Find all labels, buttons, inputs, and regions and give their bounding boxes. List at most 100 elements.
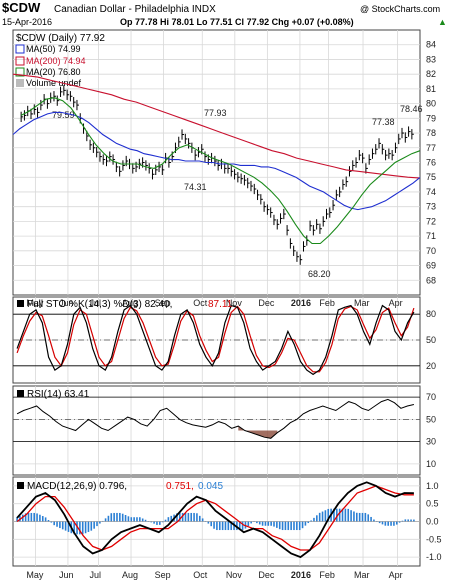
y-tick-label: 75: [426, 172, 436, 182]
y-tick-label: 80: [426, 309, 436, 319]
macd-histogram-bar: [24, 513, 27, 522]
macd-histogram-bar: [404, 519, 407, 522]
macd-histogram-bar: [344, 508, 347, 522]
x-tick-label: Feb: [319, 570, 335, 580]
x-tick-label: May: [26, 570, 44, 580]
macd-histogram-bar: [398, 521, 401, 523]
x-tick-label: Feb: [319, 298, 335, 308]
macd-histogram-bar: [296, 521, 298, 531]
x-tick-label: May: [26, 298, 44, 308]
macd-histogram-bar: [67, 521, 70, 532]
legend-ma20: MA(20) 76.80: [26, 67, 81, 77]
x-tick-label: Sep: [155, 570, 171, 580]
macd-histogram-bar: [39, 514, 41, 522]
macd-histogram-bar: [284, 521, 287, 531]
macd-histogram-bar: [16, 517, 18, 522]
macd-series-layer: [13, 481, 420, 559]
macd-histogram-bar: [258, 521, 261, 525]
macd-histogram-bar: [187, 512, 190, 522]
macd-histogram-bar: [287, 521, 290, 531]
y-tick-label: 0.0: [426, 517, 439, 527]
macd-histogram-bar: [210, 521, 213, 527]
macd-histogram-bar: [124, 515, 127, 522]
macd-histogram-bar: [41, 516, 44, 522]
sto-series-layer: [13, 304, 420, 376]
price-legend: $CDW (Daily) 77.92 MA(50) 74.99 MA(200) …: [15, 33, 105, 88]
macd-histogram-bar: [250, 521, 252, 524]
y-tick-label: 74: [426, 187, 436, 197]
x-tick-label: Aug: [122, 570, 138, 580]
sto-title: Full STO %K(14,3) %D(3) 82.40, 87.11: [17, 299, 233, 310]
macd-histogram-bar: [238, 521, 241, 531]
macd-histogram-bar: [236, 521, 238, 531]
macd-histogram-bar: [156, 521, 158, 525]
macd-histogram-bar: [218, 521, 221, 531]
macd-histogram-bar: [150, 521, 153, 523]
macd-histogram-bar: [21, 514, 24, 522]
y-tick-label: 72: [426, 216, 436, 226]
legend-ma50-swatch: [15, 44, 25, 54]
macd-histogram-bar: [304, 521, 307, 526]
macd-histogram-bar: [141, 518, 144, 522]
macd-histogram-bar: [44, 517, 47, 522]
macd-histogram-bar: [350, 510, 352, 522]
macd-histogram-bar: [393, 521, 395, 526]
macd-histogram-bar: [93, 521, 95, 529]
macd-signal-value: 0.751,: [166, 481, 194, 492]
macd-histogram-bar: [153, 521, 155, 524]
macd-histogram-bar: [378, 521, 381, 524]
ma20-line: [20, 97, 421, 245]
x-tick-label: Jun: [59, 298, 74, 308]
macd-histogram-bar: [130, 517, 133, 522]
macd-histogram-bar: [364, 512, 367, 522]
macd-histogram-bar: [144, 519, 147, 522]
annotation-mar: 77.38: [372, 117, 395, 127]
macd-histogram-bar: [395, 521, 398, 525]
macd-histogram-bar: [96, 521, 98, 527]
x-tick-label: Nov: [226, 298, 243, 308]
macd-histogram-bar: [353, 511, 355, 522]
rsi-swatch: [17, 390, 24, 397]
macd-histogram-bar: [196, 513, 198, 522]
macd-histogram-bar: [278, 521, 281, 530]
macd-histogram-bar: [170, 515, 173, 522]
legend-ma200: MA(200) 74.94: [26, 56, 86, 66]
macd-histogram-bar: [338, 508, 341, 522]
macd-histogram-bar: [30, 512, 33, 522]
x-tick-label: Sep: [155, 298, 171, 308]
symbol-name: Canadian Dollar - Philadelphia INDX: [54, 4, 216, 15]
macd-histogram-bar: [324, 510, 327, 522]
macd-histogram-bar: [276, 521, 278, 528]
macd-histogram-bar: [361, 512, 364, 522]
macd-histogram-bar: [113, 512, 115, 522]
rsi-title: RSI(14) 63.41: [17, 389, 90, 400]
macd-histogram-bar: [256, 521, 258, 524]
y-tick-label: 77: [426, 143, 436, 153]
macd-histogram-bar: [99, 521, 101, 524]
macd-histogram-bar: [76, 521, 78, 535]
macd-histogram-bar: [178, 512, 181, 522]
macd-histogram-bar: [381, 521, 384, 525]
annotation-high-oct: 77.93: [204, 108, 227, 118]
annotation-high-jun: 79.59: [52, 110, 75, 120]
y-tick-label: 73: [426, 202, 436, 212]
macd-histogram-bar: [133, 517, 135, 522]
macd-histogram-bar: [190, 512, 193, 522]
quote-date: 15-Apr-2016: [2, 17, 52, 27]
y-tick-label: 76: [426, 158, 436, 168]
macd-histogram-bar: [79, 521, 81, 535]
rsi-line: [16, 398, 415, 439]
macd-histogram-bar: [27, 512, 30, 522]
macd-swatch: [17, 482, 24, 489]
macd-histogram-bar: [139, 517, 141, 522]
macd-histogram-bar: [373, 519, 375, 522]
macd-histogram-bar: [36, 513, 38, 522]
x-tick-label: Apr: [389, 298, 403, 308]
macd-histogram-bar: [107, 515, 110, 522]
y-tick-label: 20: [426, 361, 436, 371]
macd-histogram-bar: [298, 521, 301, 531]
sto-title-k: Full STO %K(14,3) %D(3) 82.40,: [27, 299, 172, 310]
price-annotations: 79.59 77.93 74.31 68.20 77.38 78.46: [52, 104, 423, 279]
macd-histogram-bar: [84, 521, 87, 534]
